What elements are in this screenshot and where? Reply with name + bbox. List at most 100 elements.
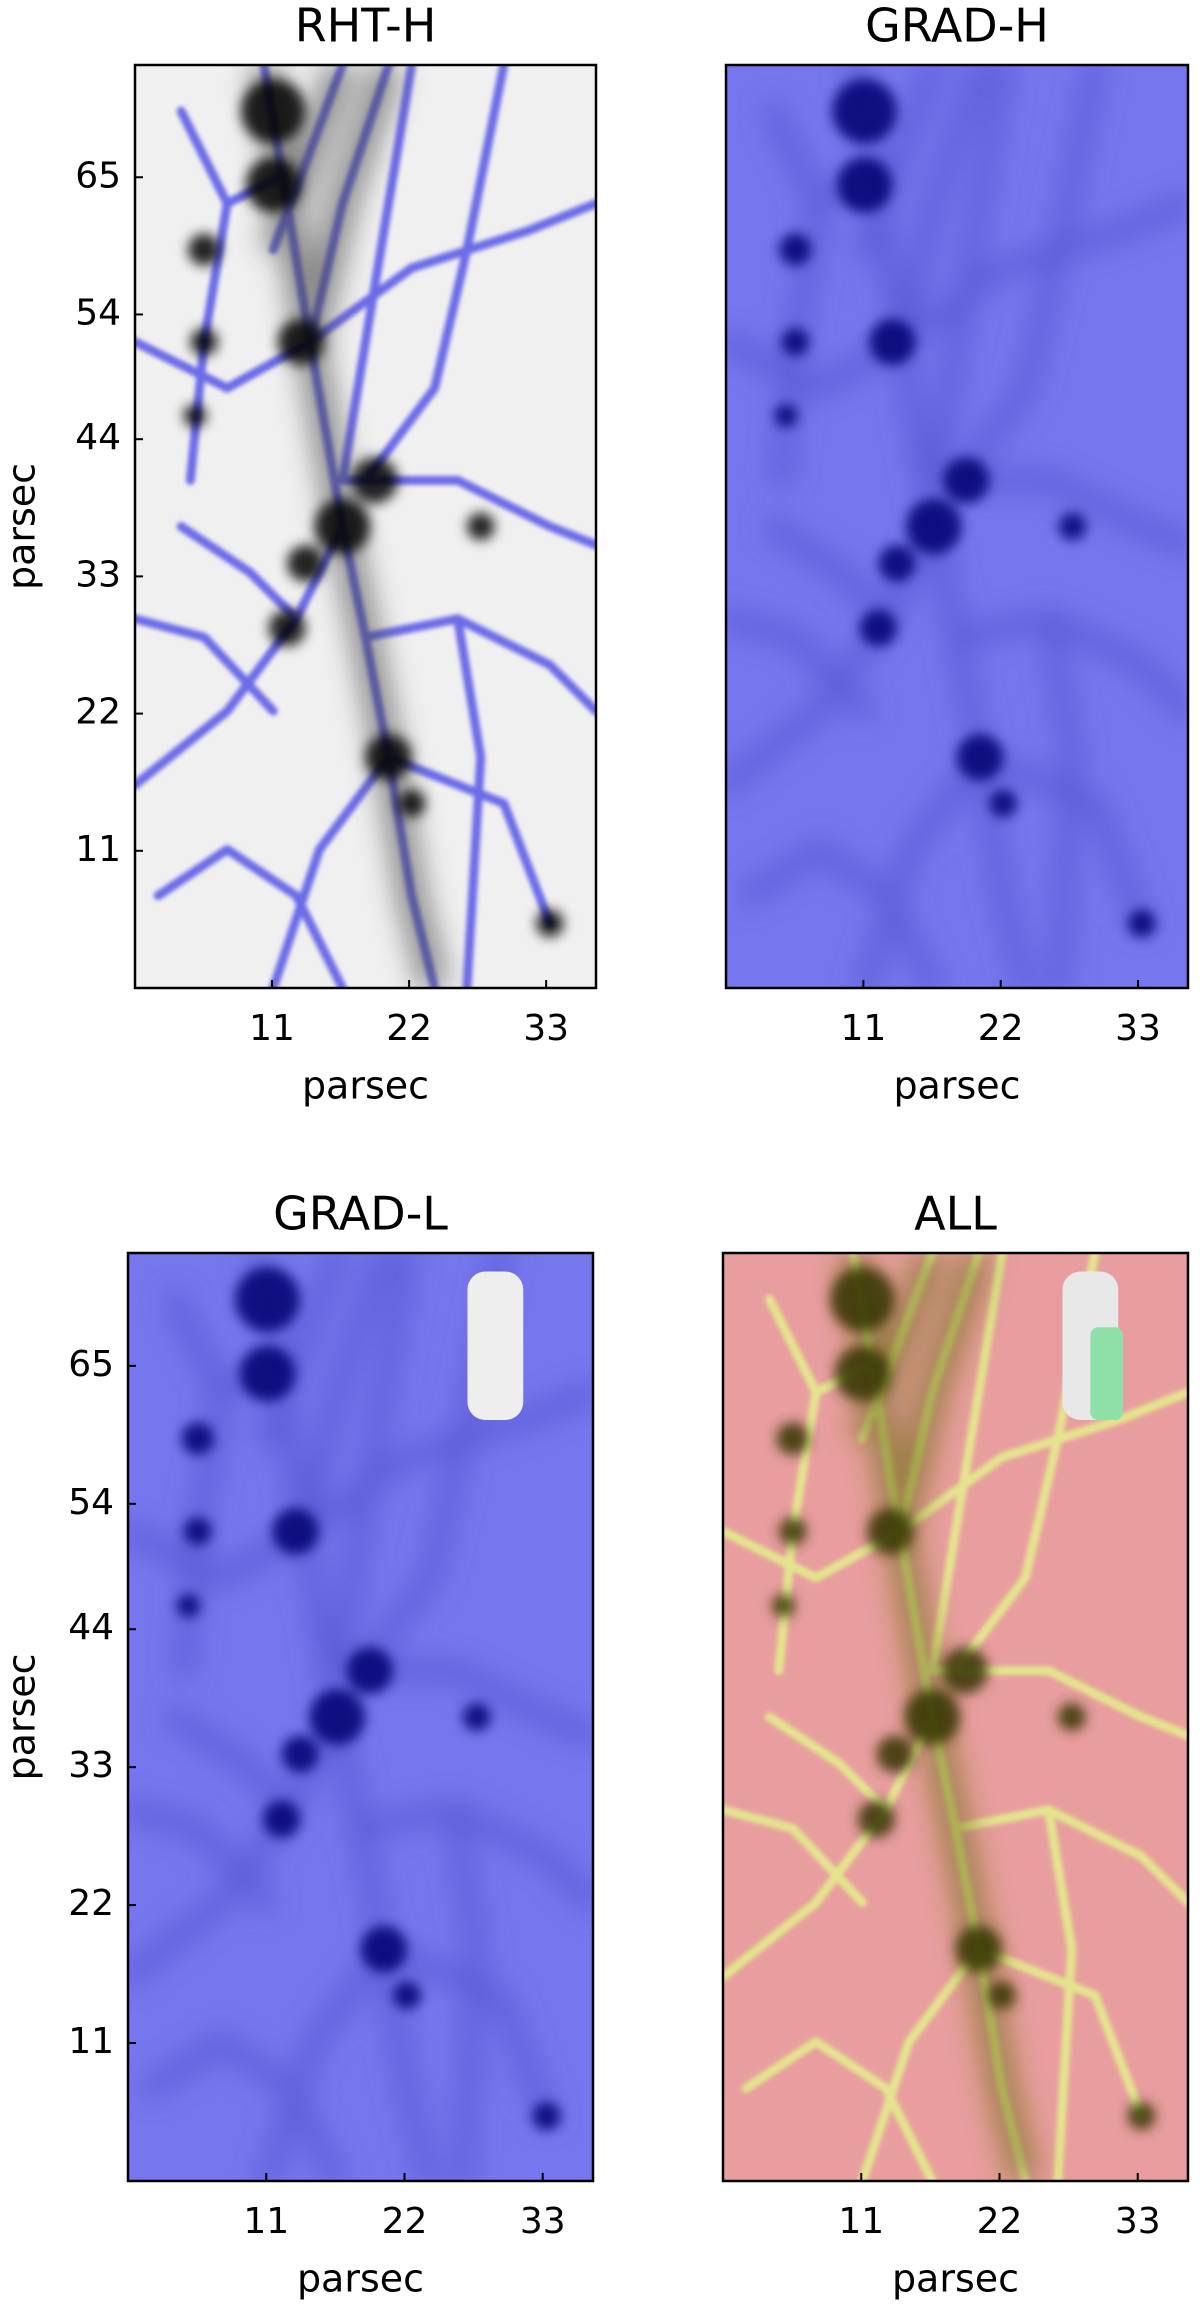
filament xyxy=(927,1253,1007,1676)
y-axis-label: parsec xyxy=(0,463,44,590)
clump xyxy=(778,1517,807,1546)
y-tick-label: 65 xyxy=(68,1344,114,1385)
filaments xyxy=(726,65,1188,988)
clump xyxy=(774,404,798,428)
filament xyxy=(765,1712,891,1815)
filament xyxy=(453,614,486,988)
clump xyxy=(1057,1703,1086,1731)
clump xyxy=(988,1981,1016,2010)
clump xyxy=(241,78,306,144)
panel-title: GRAD-L xyxy=(273,1187,448,1241)
clump xyxy=(268,609,306,647)
green-region xyxy=(1090,1327,1123,1421)
y-tick-label: 22 xyxy=(68,1883,114,1924)
filament xyxy=(295,1253,393,1541)
filament xyxy=(971,748,1151,933)
x-tick-label: 33 xyxy=(523,1008,569,1049)
clump xyxy=(771,1594,796,1618)
clump xyxy=(176,1594,201,1618)
x-axis-label: parsec xyxy=(893,1064,1020,1108)
panel: ALL 11 22 33 parsec xyxy=(721,1187,1190,2301)
axes-frame xyxy=(126,1251,595,2183)
filament xyxy=(384,752,555,928)
x-tick-label: 11 xyxy=(840,1008,886,1049)
filament xyxy=(892,65,990,351)
axes-frame xyxy=(724,63,1190,990)
x-tick-label: 33 xyxy=(1115,1008,1161,1049)
clump xyxy=(859,609,897,647)
filament xyxy=(723,1805,867,1908)
clump xyxy=(869,318,916,365)
clumps xyxy=(771,1266,1156,2130)
x-axis-label: parsec xyxy=(302,1064,429,1108)
filament xyxy=(848,1253,947,1444)
clump xyxy=(776,1422,810,1455)
filament xyxy=(924,65,1013,490)
x-tick-label: 33 xyxy=(520,2201,566,2242)
filament xyxy=(142,2032,347,2181)
clump xyxy=(989,789,1018,818)
filament xyxy=(258,1940,393,2181)
axes-frame xyxy=(133,63,598,990)
filament xyxy=(135,614,278,716)
filament xyxy=(374,1940,556,2126)
clump xyxy=(351,457,398,504)
clump xyxy=(532,2102,561,2130)
filament xyxy=(128,1800,277,1912)
filament xyxy=(723,1526,905,1583)
clump xyxy=(943,457,990,504)
clump xyxy=(393,1981,421,2010)
y-tick-label: 54 xyxy=(68,1482,114,1523)
filament xyxy=(741,2037,937,2181)
blank-region xyxy=(467,1271,524,1421)
clump xyxy=(904,1689,961,1745)
filament xyxy=(763,517,897,628)
clump xyxy=(309,1689,366,1745)
y-tick-label: 33 xyxy=(75,554,121,595)
clump xyxy=(836,157,893,213)
x-axis-label: parsec xyxy=(892,2257,1019,2301)
clump xyxy=(397,789,426,818)
filament xyxy=(258,1253,347,1448)
clump xyxy=(466,512,495,541)
clump xyxy=(832,78,897,144)
filament xyxy=(361,614,596,716)
clump xyxy=(1058,512,1087,541)
y-tick-label: 44 xyxy=(75,417,121,458)
x-tick-label: 11 xyxy=(249,1008,295,1049)
clump xyxy=(957,734,1004,781)
clump xyxy=(857,1800,896,1838)
map-image xyxy=(135,65,596,988)
x-tick-label: 33 xyxy=(1115,2201,1161,2242)
clump xyxy=(876,1735,914,1773)
clump xyxy=(181,1422,215,1455)
x-tick-label: 22 xyxy=(978,1008,1024,1049)
y-tick-label: 22 xyxy=(75,692,121,733)
clumps xyxy=(183,78,564,938)
filament xyxy=(1044,1805,1077,2181)
clump xyxy=(262,1800,301,1838)
clump xyxy=(536,909,564,938)
x-tick-label: 22 xyxy=(977,2201,1023,2242)
clump xyxy=(234,1266,301,1332)
x-tick-label: 22 xyxy=(386,1008,432,1049)
panel-title: ALL xyxy=(914,1187,997,1241)
clumps xyxy=(774,78,1156,938)
filament xyxy=(328,1253,416,1680)
panel-title: RHT-H xyxy=(295,0,437,53)
clumps xyxy=(176,1266,561,2130)
filament xyxy=(295,65,403,346)
panel: GRAD-H 11 22 33 parsec xyxy=(724,0,1190,1108)
y-tick-label: 54 xyxy=(75,292,121,333)
clump xyxy=(277,318,325,365)
clump xyxy=(190,328,218,356)
clump xyxy=(346,1647,394,1694)
filament xyxy=(974,1944,1146,2121)
filament xyxy=(259,65,357,255)
clump xyxy=(183,1517,212,1546)
filament xyxy=(948,609,1188,721)
filament xyxy=(128,1522,314,1587)
filament xyxy=(740,840,943,988)
clump xyxy=(360,1925,407,1973)
x-tick-label: 11 xyxy=(243,2201,289,2242)
